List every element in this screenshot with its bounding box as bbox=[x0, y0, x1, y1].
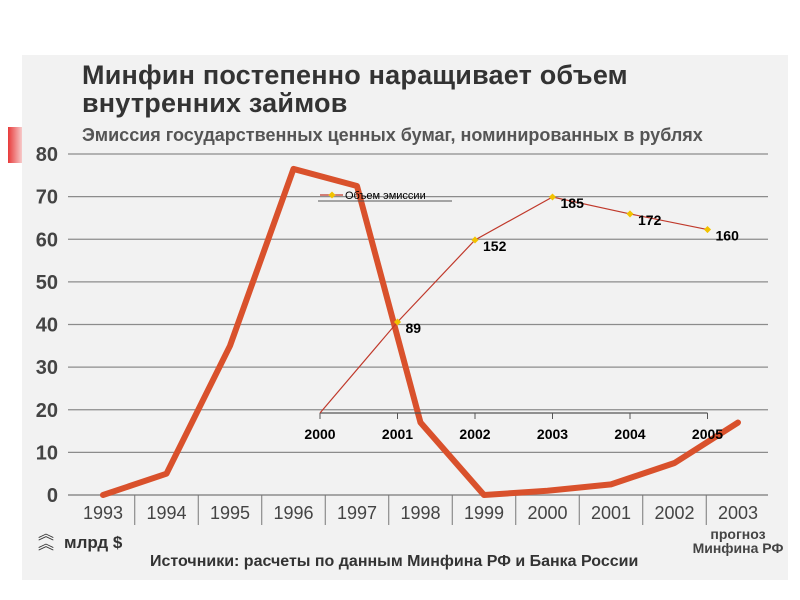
inset-data-label: 160 bbox=[716, 228, 740, 244]
y-tick-label: 80 bbox=[36, 144, 58, 166]
x-tick-label: 1994 bbox=[146, 503, 186, 523]
main-data-point bbox=[737, 421, 739, 424]
inset-data-marker bbox=[703, 226, 712, 234]
y-tick-label: 40 bbox=[36, 315, 58, 337]
x-tick-label: 2002 bbox=[654, 503, 694, 523]
inset-data-label: 152 bbox=[483, 238, 507, 254]
forecast-line-1: прогноз bbox=[710, 526, 766, 542]
main-data-point bbox=[546, 489, 549, 492]
red-accent-mark bbox=[8, 127, 22, 163]
inset-data-marker bbox=[548, 193, 557, 201]
legend-marker-swatch bbox=[328, 191, 336, 199]
inset-data-marker bbox=[471, 236, 479, 244]
x-tick-label: 1993 bbox=[83, 503, 123, 523]
main-data-point bbox=[165, 472, 168, 475]
y-tick-label: 0 bbox=[47, 485, 58, 507]
inset-x-label: 2001 bbox=[382, 426, 413, 442]
main-data-point bbox=[673, 462, 676, 465]
inset-data-marker bbox=[626, 210, 634, 218]
main-data-point bbox=[292, 167, 295, 170]
x-tick-label: 1999 bbox=[464, 503, 504, 523]
inset-data-label: 89 bbox=[406, 320, 422, 336]
y-tick-label: 60 bbox=[36, 229, 58, 251]
main-data-point bbox=[229, 344, 231, 347]
main-data-point bbox=[419, 421, 422, 424]
main-data-point bbox=[102, 494, 104, 496]
x-tick-label: 2000 bbox=[527, 503, 567, 523]
chevrons-up-icon: ︽ ︽ bbox=[38, 526, 55, 553]
unit-label: млрд $ bbox=[64, 533, 123, 552]
inset-x-label: 2005 bbox=[692, 426, 723, 442]
x-tick-label: 1998 bbox=[400, 503, 440, 523]
forecast-line-2: Минфина РФ bbox=[692, 540, 784, 556]
inset-series-line bbox=[319, 196, 708, 414]
forecast-note: прогноз Минфина РФ bbox=[688, 527, 788, 555]
main-data-point bbox=[356, 184, 358, 187]
inset-data-label: 172 bbox=[638, 212, 662, 228]
x-tick-label: 2001 bbox=[591, 503, 631, 523]
y-tick-label: 20 bbox=[36, 400, 58, 422]
x-tick-label: 1996 bbox=[273, 503, 313, 523]
main-data-point bbox=[483, 494, 485, 496]
main-data-point bbox=[610, 483, 612, 486]
y-tick-label: 10 bbox=[36, 442, 58, 464]
legend-label: Объем эмиссии bbox=[345, 190, 426, 202]
x-tick-label: 1995 bbox=[210, 503, 250, 523]
chart-subtitle: Эмиссия государственных ценных бумаг, но… bbox=[82, 125, 703, 145]
x-tick-label: 2003 bbox=[718, 503, 758, 523]
y-tick-label: 70 bbox=[36, 187, 58, 209]
title-line-2: внутренних займов bbox=[82, 88, 348, 118]
y-tick-label: 30 bbox=[36, 357, 58, 379]
inset-data-label: 185 bbox=[561, 195, 585, 211]
chart-title: Минфин постепенно наращивает объем внутр… bbox=[82, 61, 762, 117]
source-note: Источники: расчеты по данным Минфина РФ … bbox=[150, 553, 639, 570]
inset-data-marker bbox=[393, 318, 402, 326]
x-tick-label: 1997 bbox=[337, 503, 377, 523]
inset-x-label: 2003 bbox=[537, 426, 568, 442]
inset-x-label: 2002 bbox=[459, 426, 490, 442]
title-line-1: Минфин постепенно наращивает объем bbox=[82, 60, 628, 90]
inset-x-label: 2004 bbox=[614, 426, 645, 442]
chart-panel bbox=[22, 55, 788, 580]
y-tick-label: 50 bbox=[36, 272, 58, 294]
inset-x-label: 2000 bbox=[304, 426, 335, 442]
